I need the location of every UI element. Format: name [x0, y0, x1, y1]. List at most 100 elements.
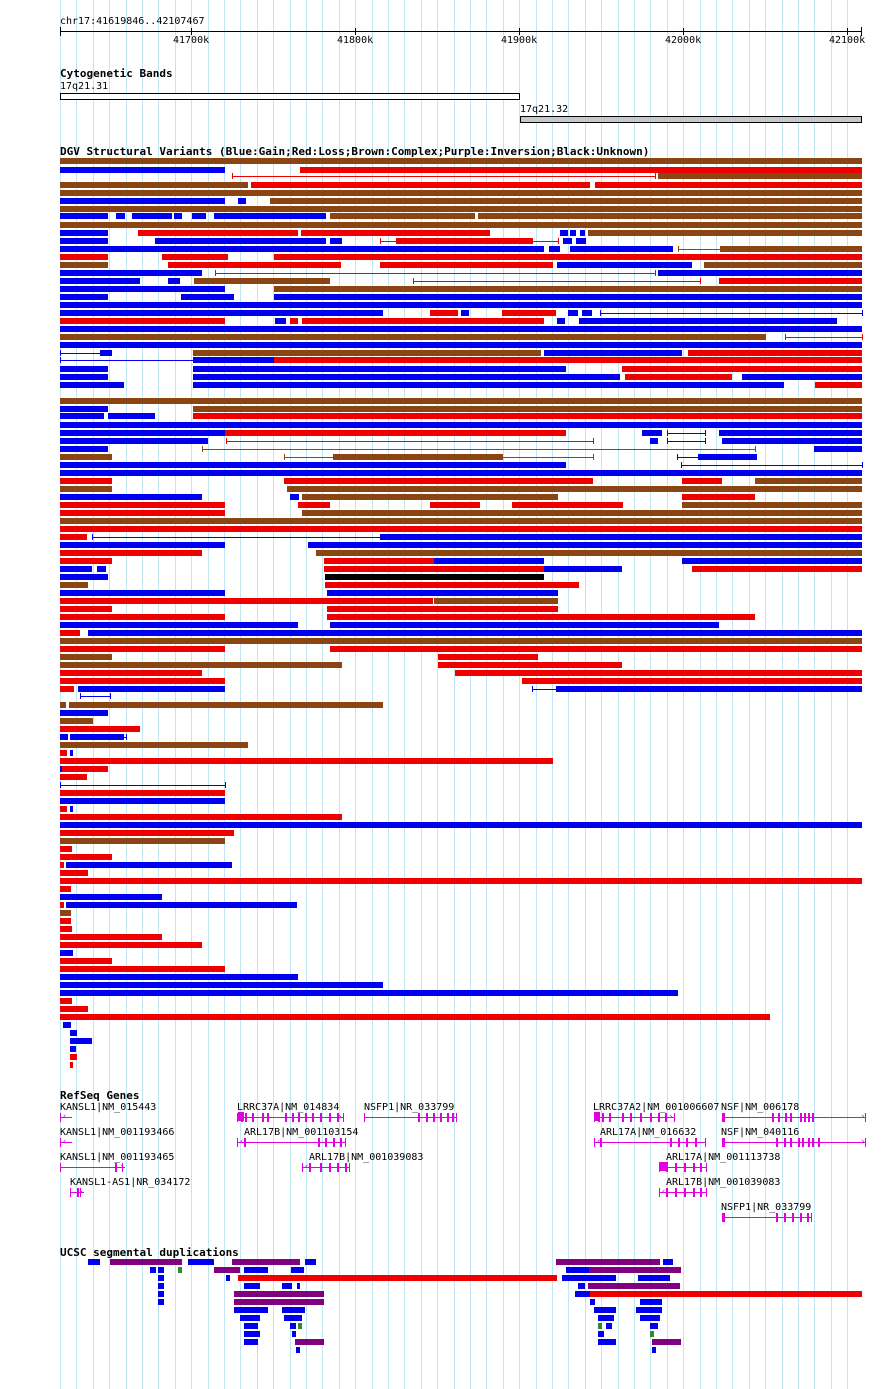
complex-variant[interactable] [755, 478, 862, 484]
gain-variant[interactable] [290, 1323, 296, 1329]
loss-variant[interactable] [60, 1014, 770, 1020]
gain-variant[interactable] [60, 766, 62, 772]
loss-variant[interactable] [455, 670, 862, 676]
loss-variant[interactable] [60, 830, 234, 836]
loss-variant[interactable] [60, 478, 112, 484]
loss-variant[interactable] [522, 678, 862, 684]
gain-variant[interactable] [290, 494, 299, 500]
gain-variant[interactable] [566, 1267, 590, 1273]
loss-variant[interactable] [60, 630, 80, 636]
gain-variant[interactable] [158, 1283, 164, 1289]
gain-variant[interactable] [60, 374, 108, 380]
gain-variant[interactable] [70, 1046, 76, 1052]
gain-variant[interactable] [60, 167, 225, 173]
gain-variant[interactable] [638, 1275, 670, 1281]
loss-variant[interactable] [162, 254, 228, 260]
gain-variant[interactable] [240, 1315, 260, 1321]
inversion-variant[interactable] [295, 1339, 324, 1345]
gain-variant[interactable] [60, 542, 225, 548]
inversion-variant[interactable] [652, 1339, 681, 1345]
gain-variant[interactable] [557, 686, 862, 692]
loss-variant[interactable] [438, 654, 538, 660]
gain-variant[interactable] [60, 310, 383, 316]
gain-variant[interactable] [598, 1315, 614, 1321]
gain-variant[interactable] [575, 1291, 599, 1297]
gain-variant[interactable] [722, 438, 862, 444]
complex-variant[interactable] [60, 910, 71, 916]
gain-variant[interactable] [578, 1283, 585, 1289]
loss-variant[interactable] [62, 766, 108, 772]
gain-variant[interactable] [60, 566, 92, 572]
loss-variant[interactable] [324, 566, 544, 572]
loss-variant[interactable] [430, 310, 458, 316]
loss-variant[interactable] [138, 230, 298, 236]
loss-variant[interactable] [60, 934, 162, 940]
loss-variant[interactable] [251, 182, 590, 188]
loss-variant[interactable] [327, 606, 558, 612]
gain-variant[interactable] [158, 1299, 164, 1305]
gain-variant[interactable] [330, 238, 342, 244]
gain-variant[interactable] [155, 238, 326, 244]
complex-variant[interactable] [60, 702, 66, 708]
loss-variant[interactable] [60, 854, 112, 860]
gain-variant[interactable] [60, 894, 162, 900]
loss-variant[interactable] [590, 1291, 862, 1297]
loss-variant[interactable] [327, 598, 433, 604]
loss-variant[interactable] [60, 902, 64, 908]
gain-variant[interactable] [305, 1259, 316, 1265]
gain-variant[interactable] [78, 686, 225, 692]
loss-variant[interactable] [225, 430, 566, 436]
gain-variant[interactable] [568, 310, 578, 316]
complex-variant[interactable] [333, 454, 503, 460]
gain-variant[interactable] [60, 734, 68, 740]
gain-variant[interactable] [244, 1283, 260, 1289]
complex-variant[interactable] [682, 502, 862, 508]
gain-variant[interactable] [60, 422, 862, 428]
gain-variant[interactable] [557, 318, 565, 324]
gain-variant[interactable] [60, 494, 202, 500]
gain-variant[interactable] [60, 822, 862, 828]
loss-variant[interactable] [815, 382, 862, 388]
loss-variant[interactable] [193, 413, 862, 419]
loss-variant[interactable] [60, 726, 140, 732]
gain-variant[interactable] [174, 213, 182, 219]
complex-variant[interactable] [720, 246, 862, 252]
loss-variant[interactable] [60, 966, 225, 972]
loss-variant[interactable] [682, 478, 722, 484]
gain-variant[interactable] [188, 1259, 214, 1265]
complex-variant[interactable] [60, 190, 862, 196]
loss-variant[interactable] [60, 806, 67, 812]
loss-variant[interactable] [60, 814, 342, 820]
gain-variant[interactable] [60, 286, 225, 292]
gain-variant[interactable] [192, 213, 206, 219]
complex-variant[interactable] [60, 222, 862, 228]
gain-variant[interactable] [275, 318, 286, 324]
gain-variant[interactable] [158, 1291, 164, 1297]
loss-variant[interactable] [70, 1062, 73, 1068]
inversion-variant[interactable] [234, 1291, 324, 1297]
gain-variant[interactable] [60, 326, 862, 332]
loss-variant[interactable] [60, 318, 225, 324]
complex-variant[interactable] [270, 198, 862, 204]
loss-variant[interactable] [302, 318, 544, 324]
loss-variant[interactable] [60, 1006, 88, 1012]
complex-variant[interactable] [287, 486, 862, 492]
gain-variant[interactable] [642, 430, 662, 436]
loss-variant[interactable] [238, 1275, 557, 1281]
loss-variant[interactable] [60, 774, 87, 780]
gain-variant[interactable] [97, 566, 106, 572]
gain-variant[interactable] [282, 1283, 292, 1289]
loss-variant[interactable] [60, 558, 112, 564]
loss-variant[interactable] [274, 254, 862, 260]
complex-variant[interactable] [60, 158, 862, 164]
gain-variant[interactable] [116, 213, 125, 219]
gain-variant[interactable] [60, 430, 225, 436]
inversion-variant[interactable] [556, 1259, 660, 1265]
gain-variant[interactable] [238, 198, 246, 204]
gain-variant[interactable] [60, 574, 108, 580]
gain-variant[interactable] [66, 902, 297, 908]
gain-variant[interactable] [70, 806, 73, 812]
gain-variant[interactable] [663, 1259, 673, 1265]
loss-variant[interactable] [60, 510, 225, 516]
gain-variant[interactable] [274, 294, 862, 300]
